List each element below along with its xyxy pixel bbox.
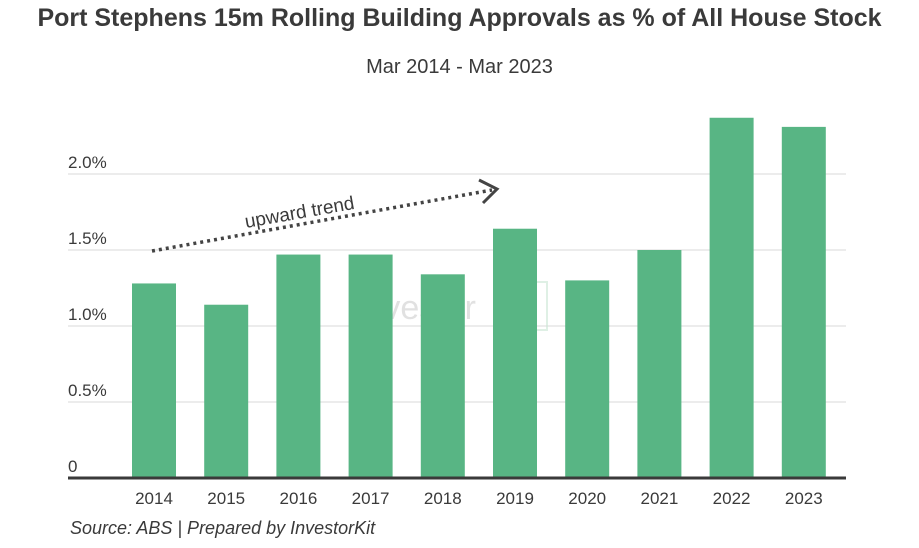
y-tick-label: 0.5% xyxy=(68,381,107,400)
chart-title: Port Stephens 15m Rolling Building Appro… xyxy=(37,4,882,32)
y-tick-label: 1.0% xyxy=(68,305,107,324)
x-tick-label: 2020 xyxy=(568,489,606,508)
x-tick-label: 2017 xyxy=(352,489,390,508)
x-tick-label: 2023 xyxy=(785,489,823,508)
x-tick-label: 2021 xyxy=(640,489,678,508)
source-note: Source: ABS | Prepared by InvestorKit xyxy=(70,518,376,538)
bar-2015 xyxy=(204,304,249,478)
bar-2021 xyxy=(637,250,682,478)
bar-2014 xyxy=(132,283,176,478)
trend-annotation: upward trend xyxy=(151,178,500,253)
bar-2016 xyxy=(276,254,321,478)
trend-arrow-line xyxy=(151,188,493,253)
bar-2019 xyxy=(493,228,537,478)
trend-label: upward trend xyxy=(243,193,356,233)
x-tick-label: 2015 xyxy=(207,489,245,508)
bar-2023 xyxy=(781,126,826,478)
x-tick-label: 2016 xyxy=(279,489,317,508)
y-tick-label: 2.0% xyxy=(68,153,107,172)
bar-2022 xyxy=(709,117,754,478)
chart-subtitle: Mar 2014 - Mar 2023 xyxy=(366,56,553,78)
bar-2018 xyxy=(420,274,465,478)
x-tick-label: 2019 xyxy=(496,489,534,508)
y-tick-label: 1.5% xyxy=(68,229,107,248)
y-tick-label: 0 xyxy=(68,457,77,476)
trend-arrowhead xyxy=(478,178,500,205)
bar-2020 xyxy=(565,280,610,478)
bar-2017 xyxy=(348,254,393,478)
x-tick-label: 2014 xyxy=(135,489,173,508)
x-tick-label: 2018 xyxy=(424,489,462,508)
x-tick-label: 2022 xyxy=(713,489,751,508)
